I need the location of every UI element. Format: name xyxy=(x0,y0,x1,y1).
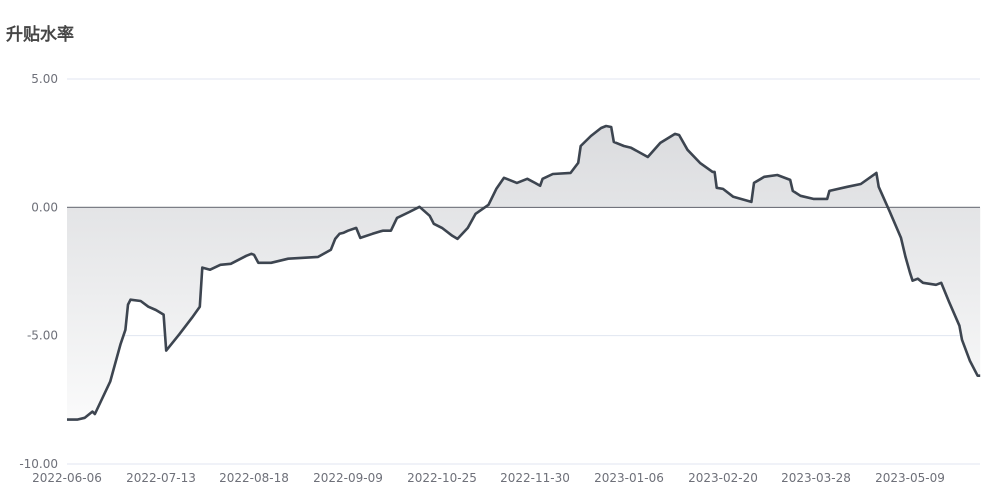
x-tick-label: 2022-11-30 xyxy=(500,471,570,485)
x-tick-label: 2022-09-09 xyxy=(313,471,383,485)
series-area-fill xyxy=(67,126,981,420)
chart-title: 升贴水率 xyxy=(6,25,74,45)
y-tick-label: -5.00 xyxy=(27,329,58,343)
x-tick-label: 2023-02-20 xyxy=(688,471,758,485)
x-tick-label: 2022-10-25 xyxy=(407,471,477,485)
x-tick-label: 2022-08-18 xyxy=(219,471,289,485)
series-line xyxy=(67,124,981,421)
x-tick-label: 2022-07-13 xyxy=(126,471,196,485)
y-tick-label: 0.00 xyxy=(31,200,58,214)
x-tick-label: 2023-03-28 xyxy=(781,471,851,485)
x-tick-label: 2022-06-06 xyxy=(32,471,102,485)
y-tick-label: -10.00 xyxy=(19,457,58,471)
x-tick-label: 2023-01-06 xyxy=(594,471,664,485)
y-tick-label: 5.00 xyxy=(31,72,58,86)
x-tick-label: 2023-05-09 xyxy=(875,471,945,485)
